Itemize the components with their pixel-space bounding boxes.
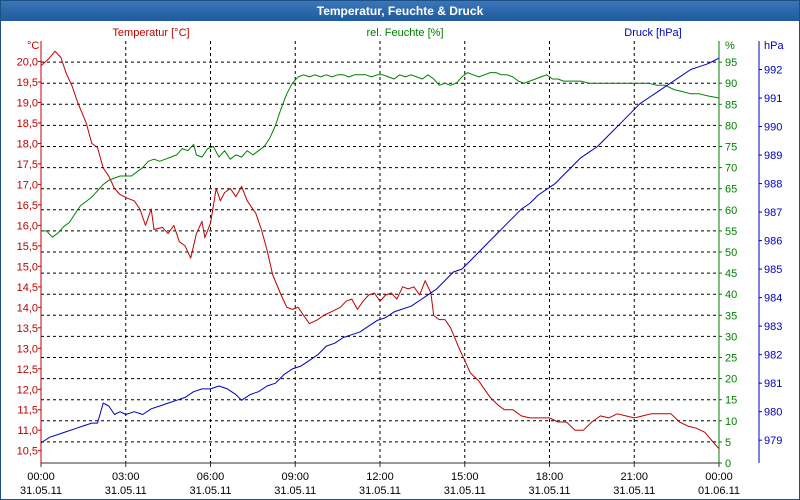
chart-canvas: 10,5 11,0 11,5 12,0 12,5 13,0 13,5 14,0 14,5 15,0… [17, 27, 785, 497]
pressure-axis: 979 980 981 982 983 984 985 986 987 988 989 990 991 9… [759, 65, 782, 447]
pressure-tick-label: 988 [764, 179, 782, 191]
date-tick-label: 31.05.11 [274, 485, 316, 497]
pressure-tick-label: 987 [764, 207, 782, 219]
temperature-tick-label: 16,5 [17, 200, 38, 212]
pressure-tick-label: 989 [764, 150, 782, 162]
temperature-tick-label: 20,0 [17, 56, 38, 68]
pressure-tick-label: 985 [764, 264, 782, 276]
temperature-tick-label: 13,5 [17, 323, 38, 335]
pressure-tick-label: 981 [764, 378, 782, 390]
time-tick-label: 03:00 [112, 471, 140, 483]
temperature-tick-label: 19,5 [17, 77, 38, 89]
temperature-tick-label: 14,0 [17, 302, 38, 314]
pressure-tick-label: 986 [764, 236, 782, 248]
humidity-tick-label: 55 [725, 226, 737, 238]
date-tick-label: 31.05.11 [189, 485, 231, 497]
grid-lines [41, 41, 719, 463]
temperature-unit: °C [27, 40, 39, 52]
pressure-tick-label: 992 [764, 65, 782, 77]
humidity-tick-label: 25 [725, 353, 737, 365]
humidity-tick-label: 95 [725, 57, 737, 69]
date-tick-label: 31.05.11 [613, 485, 655, 497]
date-tick-label: 31.05.11 [20, 485, 62, 497]
pressure-tick-label: 982 [764, 350, 782, 362]
temperature-tick-label: 13,0 [17, 343, 38, 355]
pressure-series-line [40, 57, 720, 444]
temperature-tick-label: 11,5 [17, 405, 38, 417]
humidity-tick-label: 5 [725, 437, 731, 449]
pressure-tick-label: 991 [764, 93, 782, 105]
pressure-unit: hPa [764, 40, 784, 52]
series-group [40, 50, 720, 450]
humidity-series-line [41, 72, 720, 238]
window-title: Temperatur, Feuchte & Druck [1, 1, 799, 21]
humidity-tick-label: 90 [725, 78, 737, 90]
temperature-tick-label: 11,0 [17, 425, 38, 437]
humidity-tick-label: 40 [725, 289, 737, 301]
humidity-tick-label: 80 [725, 120, 737, 132]
humidity-tick-label: 35 [725, 310, 737, 322]
temperature-tick-label: 12,0 [17, 384, 38, 396]
time-tick-label: 00:00 [27, 471, 55, 483]
time-tick-label: 06:00 [197, 471, 225, 483]
humidity-tick-label: 30 [725, 331, 737, 343]
temperature-series-line [40, 50, 720, 450]
humidity-tick-label: 65 [725, 184, 737, 196]
time-tick-label: 00:00 [705, 471, 733, 483]
pressure-tick-label: 984 [764, 293, 782, 305]
humidity-tick-label: 15 [725, 395, 737, 407]
temperature-tick-label: 12,5 [17, 364, 38, 376]
humidity-tick-label: 20 [725, 374, 737, 386]
time-tick-label: 15:00 [451, 471, 479, 483]
date-tick-label: 31.05.11 [359, 485, 401, 497]
temperature-tick-label: 15,0 [17, 261, 38, 273]
humidity-tick-label: 85 [725, 99, 737, 111]
humidity-unit: % [725, 40, 735, 52]
humidity-tick-label: 50 [725, 247, 737, 259]
pressure-tick-label: 979 [764, 435, 782, 447]
temperature-tick-label: 14,5 [17, 282, 38, 294]
time-tick-label: 18:00 [536, 471, 564, 483]
pressure-tick-label: 990 [764, 122, 782, 134]
temperature-axis: 10,5 11,0 11,5 12,0 12,5 13,0 13,5 14,0 14,5 15,0… [17, 56, 41, 458]
time-tick-label: 21:00 [620, 471, 648, 483]
humidity-tick-label: 0 [725, 458, 731, 470]
time-tick-label: 12:00 [366, 471, 394, 483]
temperature-tick-label: 17,0 [17, 179, 38, 191]
humidity-tick-label: 45 [725, 268, 737, 280]
temperature-tick-label: 16,0 [17, 220, 38, 232]
humidity-tick-label: 70 [725, 163, 737, 175]
date-tick-label: 31.05.11 [528, 485, 570, 497]
temperature-tick-label: 19,0 [17, 97, 38, 109]
temperature-tick-label: 18,5 [17, 118, 38, 130]
time-tick-label: 09:00 [281, 471, 309, 483]
plot-frame [40, 41, 760, 464]
humidity-axis: 0 5 10 15 20 25 30 35 40 45 50 55 60 65 70 75 80 85 90 95 [719, 57, 737, 470]
pressure-tick-label: 980 [764, 407, 782, 419]
date-tick-label: 31.05.11 [444, 485, 486, 497]
date-tick-label: 01.06.11 [698, 485, 740, 497]
humidity-axis-title: rel. Feuchte [%] [366, 27, 443, 39]
pressure-axis-title: Druck [hPa] [624, 27, 681, 39]
pressure-tick-label: 983 [764, 321, 782, 333]
time-axis: 00:00 31.05.11 03:00 31.05.11 06:00 31.05.11 0… [20, 463, 740, 497]
humidity-tick-label: 10 [725, 416, 737, 428]
temperature-tick-label: 10,5 [17, 446, 38, 458]
temperature-axis-title: Temperatur [°C] [112, 27, 189, 39]
date-tick-label: 31.05.11 [105, 485, 147, 497]
temperature-tick-label: 15,5 [17, 241, 38, 253]
temperature-tick-label: 18,0 [17, 138, 38, 150]
humidity-tick-label: 60 [725, 205, 737, 217]
temperature-tick-label: 17,5 [17, 159, 38, 171]
humidity-tick-label: 75 [725, 142, 737, 154]
